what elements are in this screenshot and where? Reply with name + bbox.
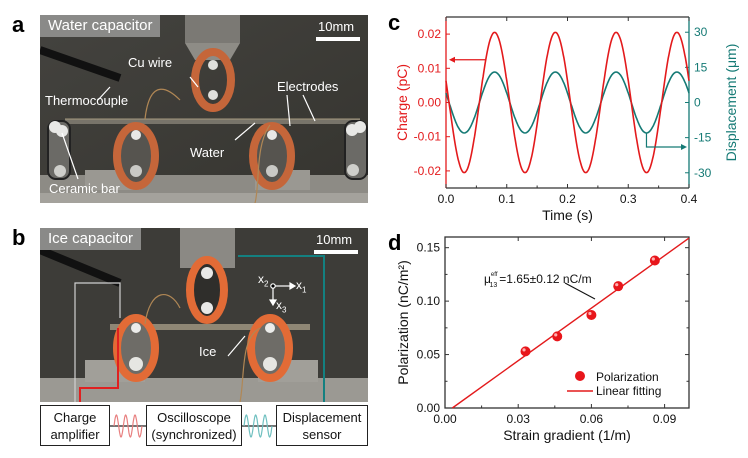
polarization-point <box>552 331 563 342</box>
label-x2: x2 <box>258 272 268 288</box>
chart-d-xtick-label: 0.09 <box>653 412 677 426</box>
chart-c-ytick-label: 0.00 <box>418 96 442 110</box>
legend-polarization-marker <box>575 371 585 381</box>
label-cu-wire: Cu wire <box>128 55 173 70</box>
chart-c-y2tick-label: 0 <box>694 96 701 110</box>
mu-symbol: μ <box>484 272 491 286</box>
series-linear-fitting-line <box>451 237 690 409</box>
signal-connectors <box>110 414 276 438</box>
displacement-sensor-box: Displacement sensor <box>276 405 368 446</box>
x3-text: x <box>276 298 282 312</box>
panel-a-letter: a <box>12 12 25 37</box>
panel-c-letter: c <box>388 10 401 35</box>
chart-c-xtick-label: 0.1 <box>498 192 515 206</box>
panel-d-letter: d <box>388 230 402 255</box>
x2-text: x <box>258 272 264 286</box>
slope-annotation: μeff 13 =1.65±0.12 nC/m <box>484 272 592 289</box>
chart-c-xtick-label: 0.0 <box>438 192 455 206</box>
chart-c-y2label: Displacement (μm) <box>723 44 739 162</box>
polarization-point-highlight <box>588 311 592 316</box>
chart-d-xtick-label: 0.00 <box>433 412 457 426</box>
legend-linear-fitting-label: Linear fitting <box>596 384 661 398</box>
legend-polarization-label: Polarization <box>596 370 659 384</box>
label-x1: x1 <box>296 278 306 294</box>
charge-signal-wave-icon <box>113 414 143 438</box>
scale-bar-a <box>316 37 360 41</box>
chart-c-ytick-label: -0.02 <box>414 164 442 178</box>
x1-sub: 1 <box>302 285 307 295</box>
label-x3: x3 <box>276 298 286 314</box>
chart-d-ytick-label: 0.10 <box>417 294 441 308</box>
panel-b-letter: b <box>12 225 26 250</box>
scale-bar-b <box>314 250 358 254</box>
label-thermocouple: Thermocouple <box>45 93 129 108</box>
displacement-signal-wave-icon <box>243 414 273 438</box>
oscilloscope-line2: (synchronized) <box>151 426 237 442</box>
displacement-sensor-line1: Displacement <box>282 409 362 425</box>
series-charge-line <box>445 31 690 174</box>
charge-amplifier-box: Charge amplifier <box>40 405 110 446</box>
chart-c-y2tick-label: 15 <box>694 60 708 74</box>
polarization-point <box>613 281 624 292</box>
scale-label-a: 10mm <box>318 19 355 34</box>
x3-sub: 3 <box>282 305 287 315</box>
water-capacitor-title: Water capacitor <box>40 15 161 37</box>
chart-d-ytick-label: 0.00 <box>417 401 441 415</box>
displacement-axis-arrow-head-icon <box>681 144 687 151</box>
scale-label-b: 10mm <box>316 232 353 247</box>
oscilloscope-line1: Oscilloscope <box>157 409 231 425</box>
chart-d-xtick-label: 0.06 <box>580 412 604 426</box>
chart-c-y2tick-label: 30 <box>694 25 708 39</box>
polarization-point <box>520 346 531 357</box>
chart-c-ytick-label: -0.01 <box>414 130 442 144</box>
chart-d-frame <box>444 236 690 409</box>
chart-d-xlabel: Strain gradient (1/m) <box>503 427 631 443</box>
polarization-point <box>649 255 660 266</box>
polarization-point-highlight <box>554 333 558 337</box>
label-ceramic-bar: Ceramic bar <box>49 181 120 196</box>
ice-capacitor-photo: Ice capacitor 10mm x2 x1 x3 Ice <box>40 228 368 402</box>
chart-c-y2tick-label: -15 <box>694 131 712 145</box>
water-capacitor-photo: Water capacitor 10mm Cu wire Thermocoupl… <box>40 15 368 203</box>
chart-c-xtick-label: 0.2 <box>559 192 576 206</box>
ice-capacitor-title: Ice capacitor <box>40 228 142 250</box>
x2-sub: 2 <box>264 279 269 289</box>
chart-d-ytick-label: 0.05 <box>417 348 441 362</box>
slope-value: =1.65±0.12 nC/m <box>499 272 591 286</box>
chart-c-xlabel: Time (s) <box>542 207 593 223</box>
label-electrodes: Electrodes <box>277 79 339 94</box>
polarization-point-highlight <box>522 348 526 352</box>
label-ice: Ice <box>199 344 217 359</box>
chart-c-ytick-label: 0.02 <box>418 27 442 41</box>
series-displacement-line <box>445 71 690 134</box>
charge-amplifier-line2: amplifier <box>50 426 100 442</box>
polarization-point <box>586 310 597 321</box>
water-capacitor-scene <box>40 15 368 203</box>
displacement-axis-arrow-line <box>645 132 683 148</box>
charge-amplifier-line1: Charge <box>53 409 97 425</box>
label-water: Water <box>190 145 225 160</box>
charge-axis-arrow-head-icon <box>449 56 455 63</box>
chart-c-xtick-label: 0.3 <box>620 192 637 206</box>
chart-d-ytick-label: 0.15 <box>417 241 441 255</box>
displacement-sensor-line2: sensor <box>302 426 342 442</box>
chart-c-ytick-label: 0.01 <box>418 61 442 75</box>
chart-c-ylabel: Charge (pC) <box>394 64 410 141</box>
chart-c: 0.0 0.1 0.2 0.3 0.4 -0.02 -0.01 0.00 0.01 0.02 -30… <box>394 16 739 223</box>
oscilloscope-box: Oscilloscope (synchronized) <box>146 405 242 446</box>
x1-text: x <box>296 278 302 292</box>
mu-superscript: eff <box>491 272 498 278</box>
ice-capacitor-scene <box>40 228 368 402</box>
chart-d-ylabel: Polarization (nC/m²) <box>395 260 411 384</box>
chart-d-xtick-label: 0.03 <box>507 412 531 426</box>
polarization-point-highlight <box>615 283 619 287</box>
polarization-point-highlight <box>651 257 655 261</box>
chart-c-y2tick-label: -30 <box>694 166 712 180</box>
chart-c-xtick-label: 0.4 <box>681 192 698 206</box>
mu-subscript: 13 <box>489 282 497 289</box>
annotation-leader-line <box>564 282 596 300</box>
